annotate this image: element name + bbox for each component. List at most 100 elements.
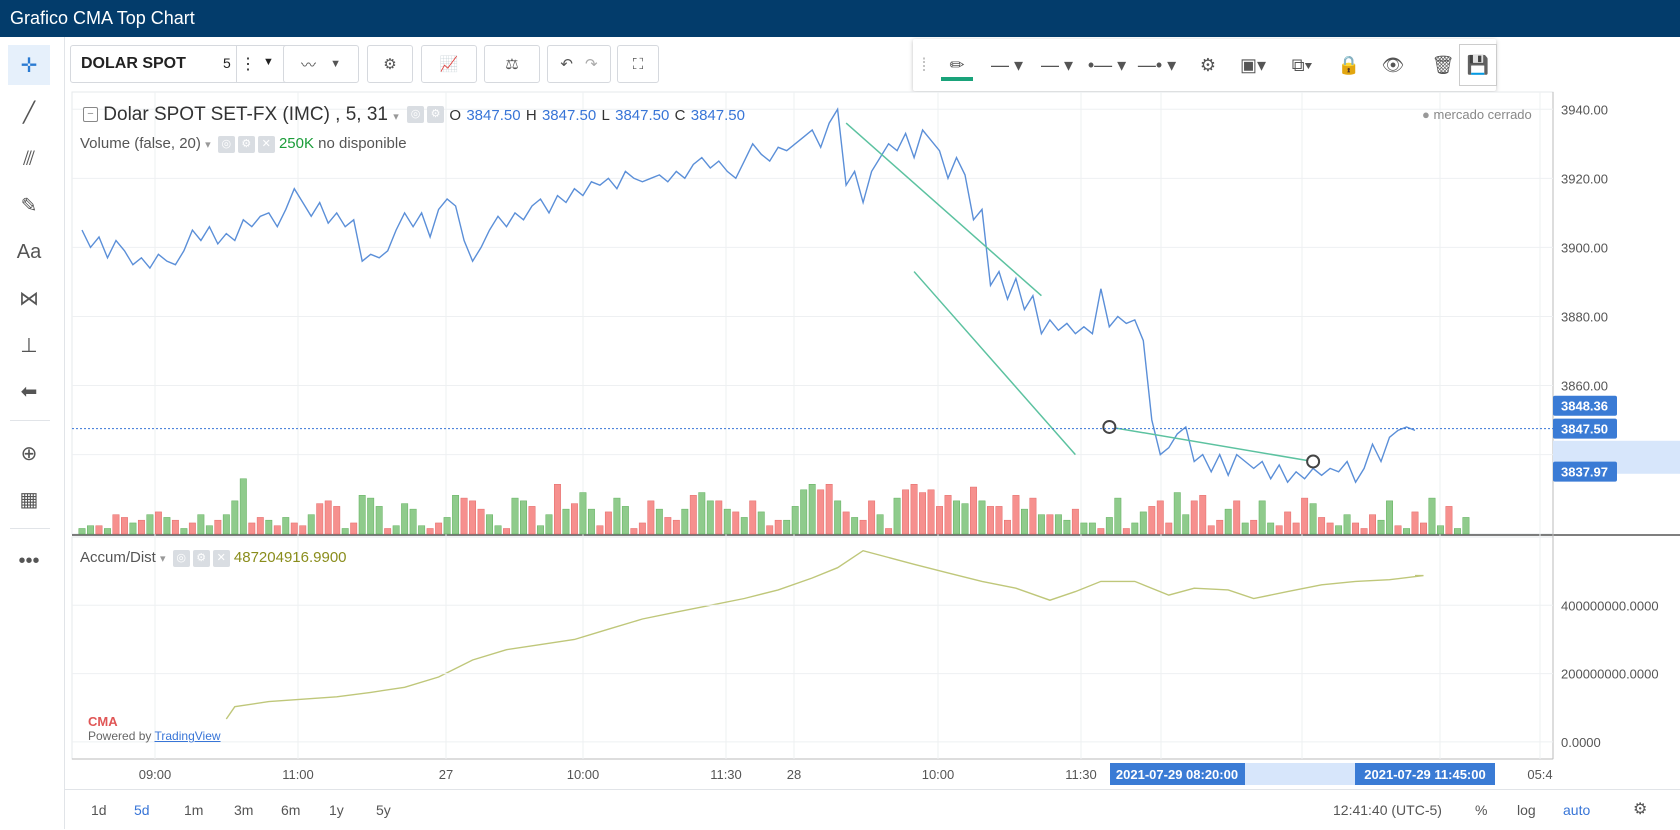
volume-bar	[647, 500, 655, 535]
tradingview-link[interactable]: TradingView	[154, 729, 221, 743]
gear-icon[interactable]: ⚙	[1633, 801, 1648, 818]
chevron-down-icon[interactable]: ▾	[205, 139, 211, 151]
symbol-dropdown-icon[interactable]: ▼	[263, 56, 274, 68]
zoom-in-icon[interactable]: ⊕	[20, 442, 38, 465]
settings-icon[interactable]: ⚙	[427, 106, 445, 124]
lock-icon[interactable]: 🔒	[1337, 54, 1361, 75]
log-toggle[interactable]: log	[1517, 802, 1536, 818]
volume-bar	[316, 503, 324, 535]
volume-bar	[800, 489, 808, 535]
visibility-icon[interactable]: ◎	[172, 549, 190, 567]
trend-channel-upper	[845, 122, 1042, 297]
volume-bar	[205, 525, 213, 535]
volume-bar	[868, 500, 876, 535]
volume-bar	[817, 489, 825, 535]
chart-style-button[interactable]: 〰 ▼	[283, 45, 359, 83]
range-button-1d[interactable]: 1d	[91, 802, 107, 818]
volume-bar	[681, 508, 689, 535]
line-style-icon: 〰	[301, 56, 317, 74]
fullscreen-button[interactable]: ⛶	[617, 45, 659, 83]
left-end-button[interactable]: •— ▾	[1087, 54, 1127, 75]
indicators-button[interactable]: 📈	[421, 45, 477, 83]
volume-bar	[1343, 514, 1351, 535]
symbol-input[interactable]: DOLAR SPOT	[81, 55, 186, 72]
price-tick-label: 3920.00	[1561, 171, 1608, 186]
clone-icon[interactable]: ⧉▾	[1291, 54, 1313, 75]
range-button-5d[interactable]: 5d	[134, 802, 150, 818]
drawing-settings-icon[interactable]: ⚙	[1199, 54, 1217, 75]
right-end-button[interactable]: —• ▾	[1137, 54, 1177, 75]
volume-bar	[418, 525, 426, 535]
volume-bar	[426, 528, 434, 535]
volume-bar	[825, 484, 833, 535]
time-highlight	[1355, 763, 1495, 785]
time-tick-label: 11:30	[1065, 767, 1097, 782]
text-tool-icon[interactable]: Aa	[16, 240, 42, 263]
visibility-icon[interactable]: ◎	[407, 106, 425, 124]
volume-bar	[1156, 500, 1164, 535]
chevron-down-icon[interactable]: ▾	[160, 553, 166, 565]
volume-bar	[1241, 522, 1249, 535]
price-pane	[71, 91, 1554, 535]
volume-bar	[401, 503, 409, 535]
compare-button[interactable]: ⚖	[484, 45, 540, 83]
brush-tool-icon[interactable]: ✎	[20, 194, 38, 217]
more-icon[interactable]: •••	[18, 549, 40, 572]
volume-bar	[936, 506, 943, 535]
volume-bar	[783, 519, 791, 535]
volume-bar	[1403, 528, 1410, 535]
close-icon[interactable]: ✕	[212, 549, 230, 567]
redo-icon[interactable]: ↷	[585, 56, 598, 73]
drag-handle-icon[interactable]: ⁞	[921, 54, 927, 75]
volume-bar	[902, 489, 910, 535]
volume-bar	[282, 517, 290, 535]
undo-icon[interactable]: ↶	[560, 56, 573, 73]
volume-bar	[1046, 514, 1054, 535]
symbol-selector[interactable]: DOLAR SPOT 5 ⋮ ▼	[70, 45, 307, 83]
drawing-properties-bar: ⁞ ✏ — ▾ — ▾ •— ▾ —• ▾ ⚙ ▣▾ ⧉▾ 🔒 👁 🗑 💾	[913, 39, 1497, 91]
collapse-icon[interactable]: −	[83, 107, 98, 123]
eye-icon[interactable]: 👁	[1381, 54, 1405, 75]
layers-icon[interactable]: ▣▾	[1239, 54, 1267, 75]
trash-icon[interactable]: 🗑	[1431, 54, 1455, 75]
pitchfork-tool-icon[interactable]: ⫻	[23, 147, 35, 170]
line-style-button[interactable]: — ▾	[1040, 54, 1074, 75]
range-button-5y[interactable]: 5y	[376, 802, 391, 818]
volume-bar	[1020, 508, 1028, 535]
volume-bar	[324, 500, 332, 535]
trendline-tool-icon[interactable]: ╱	[22, 101, 36, 124]
range-button-6m[interactable]: 6m	[281, 802, 301, 818]
settings-button[interactable]: ⚙	[367, 45, 413, 83]
settings-icon[interactable]: ⚙	[237, 135, 255, 153]
range-button-3m[interactable]: 3m	[234, 802, 254, 818]
pattern-tool-icon[interactable]: ⋈	[19, 287, 39, 310]
line-width-button[interactable]: — ▾	[990, 54, 1024, 75]
ruler-icon[interactable]: ▦	[19, 488, 39, 511]
back-arrow-icon[interactable]: ⬅	[20, 380, 38, 403]
settings-icon[interactable]: ⚙	[192, 549, 210, 567]
interval-menu-icon[interactable]: ⋮	[240, 56, 256, 73]
volume-bar	[112, 514, 120, 535]
crosshair-tool-icon[interactable]: ✛	[8, 45, 50, 85]
range-button-1m[interactable]: 1m	[184, 802, 204, 818]
high-label: H	[525, 107, 537, 124]
percent-toggle[interactable]: %	[1475, 802, 1488, 818]
range-button-1y[interactable]: 1y	[329, 802, 344, 818]
volume-bar	[1233, 500, 1241, 535]
accum-legend: Accum/Dist ▾ ◎ ⚙ ✕ 487204916.9900	[80, 549, 347, 567]
visibility-icon[interactable]: ◎	[217, 135, 235, 153]
measure-tool-icon[interactable]: ⊥	[20, 334, 38, 357]
accum-tick-label: 0.0000	[1561, 735, 1601, 750]
volume-bar	[443, 517, 451, 535]
volume-bar	[1054, 514, 1062, 535]
time-tick-label: 09:00	[139, 767, 172, 782]
auto-toggle[interactable]: auto	[1563, 802, 1591, 818]
chevron-down-icon[interactable]: ▾	[393, 111, 399, 123]
save-icon[interactable]: 💾	[1459, 44, 1497, 86]
close-icon[interactable]: ✕	[257, 135, 275, 153]
line-color-button[interactable]: ✏	[935, 39, 979, 91]
volume-bar	[358, 495, 366, 535]
time-tick-label: 10:00	[567, 767, 600, 782]
interval-input[interactable]: 5	[223, 55, 231, 71]
